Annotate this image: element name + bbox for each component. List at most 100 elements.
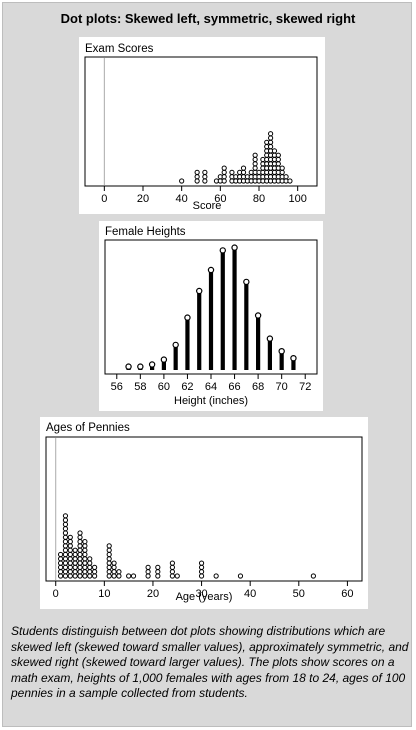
x-tick-label: 60 bbox=[341, 588, 353, 600]
data-dot bbox=[169, 564, 175, 570]
data-dot bbox=[202, 178, 208, 184]
height-stack-top-dot bbox=[160, 356, 168, 363]
data-dot bbox=[126, 573, 132, 579]
data-dot bbox=[252, 156, 258, 163]
data-dot bbox=[67, 539, 73, 545]
data-dot bbox=[57, 573, 64, 579]
data-dot bbox=[169, 573, 175, 579]
x-tick-label: 100 bbox=[288, 193, 306, 205]
data-dot bbox=[130, 573, 137, 579]
data-dot bbox=[275, 161, 281, 167]
height-stack-top-dot bbox=[172, 341, 179, 349]
data-dot bbox=[179, 178, 185, 184]
data-dot bbox=[77, 530, 83, 536]
data-dot bbox=[198, 560, 205, 566]
x-tick-label: 56 bbox=[111, 381, 123, 393]
data-dot bbox=[92, 573, 98, 579]
data-dot bbox=[82, 556, 88, 562]
data-dot bbox=[77, 539, 83, 545]
data-dot bbox=[62, 560, 69, 566]
data-dot bbox=[268, 139, 274, 145]
data-dot bbox=[252, 165, 258, 171]
data-dot bbox=[82, 551, 88, 558]
data-dot bbox=[77, 560, 83, 566]
figure-caption: Students distinguish between dot plots s… bbox=[11, 624, 409, 700]
data-dot bbox=[62, 551, 69, 558]
data-dot bbox=[62, 564, 69, 570]
data-dot bbox=[57, 564, 64, 570]
data-dot bbox=[82, 573, 88, 579]
data-dot bbox=[229, 169, 235, 175]
data-dot bbox=[145, 564, 151, 570]
plot-border bbox=[45, 436, 363, 582]
height-stack-top-dot bbox=[243, 278, 250, 286]
x-tick-label: 40 bbox=[176, 193, 188, 205]
data-dot bbox=[77, 556, 83, 562]
data-dot bbox=[202, 174, 208, 180]
x-tick-label: 64 bbox=[205, 381, 217, 393]
data-dot bbox=[287, 178, 293, 184]
data-dot bbox=[77, 534, 83, 540]
data-dot bbox=[145, 569, 151, 575]
data-dot bbox=[62, 543, 69, 549]
data-dot bbox=[106, 547, 112, 553]
data-dot bbox=[213, 573, 219, 579]
data-dot bbox=[268, 144, 274, 150]
data-dot bbox=[77, 551, 83, 558]
x-tick-label: 62 bbox=[181, 381, 193, 393]
data-dot bbox=[77, 573, 83, 579]
data-dot bbox=[174, 573, 180, 579]
height-stack-top-dot bbox=[266, 335, 274, 342]
data-dot bbox=[77, 543, 83, 549]
data-dot bbox=[252, 161, 258, 167]
data-dot bbox=[198, 564, 205, 570]
data-dot bbox=[155, 573, 161, 579]
height-stack-top-dot bbox=[290, 354, 297, 362]
x-tick-label: 50 bbox=[293, 588, 305, 600]
x-axis-label: Age (years) bbox=[176, 591, 233, 603]
height-stack-top-dot bbox=[196, 287, 203, 295]
x-tick-label: 66 bbox=[228, 381, 240, 393]
height-stack-top-dot bbox=[278, 347, 285, 355]
data-dot bbox=[67, 573, 73, 579]
data-dot bbox=[106, 564, 112, 570]
height-stack-top-dot bbox=[125, 363, 132, 370]
x-tick-label: 60 bbox=[158, 381, 170, 393]
data-dot bbox=[111, 569, 117, 575]
data-dot bbox=[57, 551, 64, 558]
data-dot bbox=[221, 174, 227, 180]
data-dot bbox=[198, 573, 205, 579]
plot-border bbox=[84, 56, 318, 187]
data-dot bbox=[67, 547, 73, 553]
x-tick-label: 20 bbox=[147, 588, 159, 600]
data-dot bbox=[62, 513, 69, 519]
data-dot bbox=[283, 174, 289, 180]
data-dot bbox=[57, 569, 64, 575]
data-dot bbox=[72, 551, 78, 558]
data-dot bbox=[194, 178, 200, 184]
data-dot bbox=[221, 165, 227, 171]
height-stack-top-dot bbox=[207, 266, 215, 274]
x-tick-label: 72 bbox=[299, 381, 311, 393]
height-stack-top-dot bbox=[137, 363, 144, 370]
female-heights-panel: Female Heights Height (inches) 56 58 60 62 6… bbox=[99, 221, 323, 411]
data-dot bbox=[77, 569, 83, 575]
exam-scores-panel: Exam Scores Score 0 20 40 60 80 100 bbox=[79, 37, 325, 214]
data-dot bbox=[106, 560, 112, 566]
data-dot bbox=[279, 165, 285, 171]
data-dot bbox=[67, 556, 73, 562]
data-dot bbox=[198, 569, 205, 575]
data-dot bbox=[155, 564, 161, 570]
x-tick-label: 70 bbox=[276, 381, 288, 393]
data-dot bbox=[106, 556, 112, 562]
data-dot bbox=[268, 131, 274, 137]
ages-of-pennies-chart: Ages of Pennies Age (years) 0 10 20 30 40 50 6… bbox=[45, 422, 363, 603]
data-dot bbox=[169, 569, 175, 575]
data-dot bbox=[72, 569, 78, 575]
data-dot bbox=[67, 534, 73, 540]
x-tick-label: 0 bbox=[101, 193, 107, 205]
x-tick-label: 58 bbox=[134, 381, 146, 393]
ages-of-pennies-panel: Ages of Pennies Age (years) 0 10 20 30 40 50 6… bbox=[40, 417, 368, 609]
x-tick-label: 0 bbox=[53, 588, 59, 600]
data-dot bbox=[82, 547, 88, 553]
